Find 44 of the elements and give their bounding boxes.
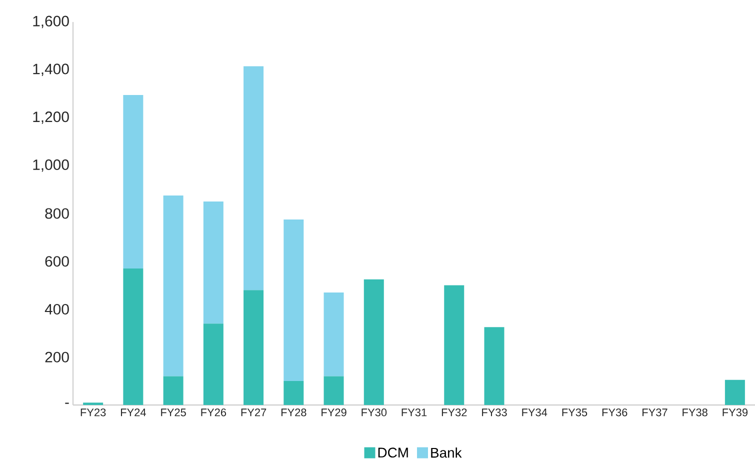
y-tick-label: 1,400 — [33, 64, 69, 76]
bar — [123, 268, 144, 405]
x-tick-label: FY31 — [402, 408, 427, 416]
bar — [203, 324, 224, 405]
bar — [203, 202, 224, 324]
x-tick-label: FY29 — [322, 408, 346, 416]
bar — [284, 381, 304, 405]
x-tick-label: FY38 — [682, 408, 708, 416]
y-tick-label: 1,000 — [33, 159, 69, 172]
x-tick-label: FY24 — [120, 408, 146, 416]
x-tick-label: FY26 — [201, 408, 226, 416]
bar — [163, 196, 184, 376]
bar — [484, 327, 504, 405]
bar — [163, 376, 184, 405]
x-tick-label: FY35 — [562, 408, 588, 416]
x-tick-label: FY30 — [362, 408, 387, 416]
y-tick-label: - — [65, 402, 69, 404]
x-tick-label: FY23 — [80, 408, 106, 416]
bar — [123, 94, 144, 269]
y-tick-label: 1,600 — [33, 16, 69, 28]
bar — [444, 285, 464, 405]
x-tick-label: FY33 — [482, 408, 507, 416]
bar — [324, 292, 344, 376]
x-tick-label: FY27 — [241, 408, 266, 416]
bar — [244, 66, 264, 290]
x-tick-label: FY28 — [281, 408, 306, 416]
legend-label: DCM — [378, 448, 408, 458]
x-tick-label: FY39 — [722, 408, 748, 416]
x-tick-label: FY34 — [522, 408, 548, 416]
bar — [284, 219, 304, 382]
y-tick-label: 800 — [45, 208, 69, 219]
x-tick-label: FY25 — [161, 408, 186, 416]
x-tick-label: FY37 — [642, 408, 668, 416]
bar — [364, 279, 384, 405]
bar — [724, 380, 745, 405]
y-tick-label: 600 — [45, 256, 69, 267]
y-tick-label: 1,200 — [33, 112, 69, 124]
bar — [244, 290, 264, 405]
y-tick-label: 400 — [44, 304, 69, 315]
x-tick-label: FY36 — [602, 408, 628, 416]
legend-label: Bank — [431, 447, 462, 458]
y-tick-label: 200 — [45, 352, 69, 362]
bar — [324, 376, 344, 405]
x-tick-label: FY32 — [442, 408, 467, 416]
